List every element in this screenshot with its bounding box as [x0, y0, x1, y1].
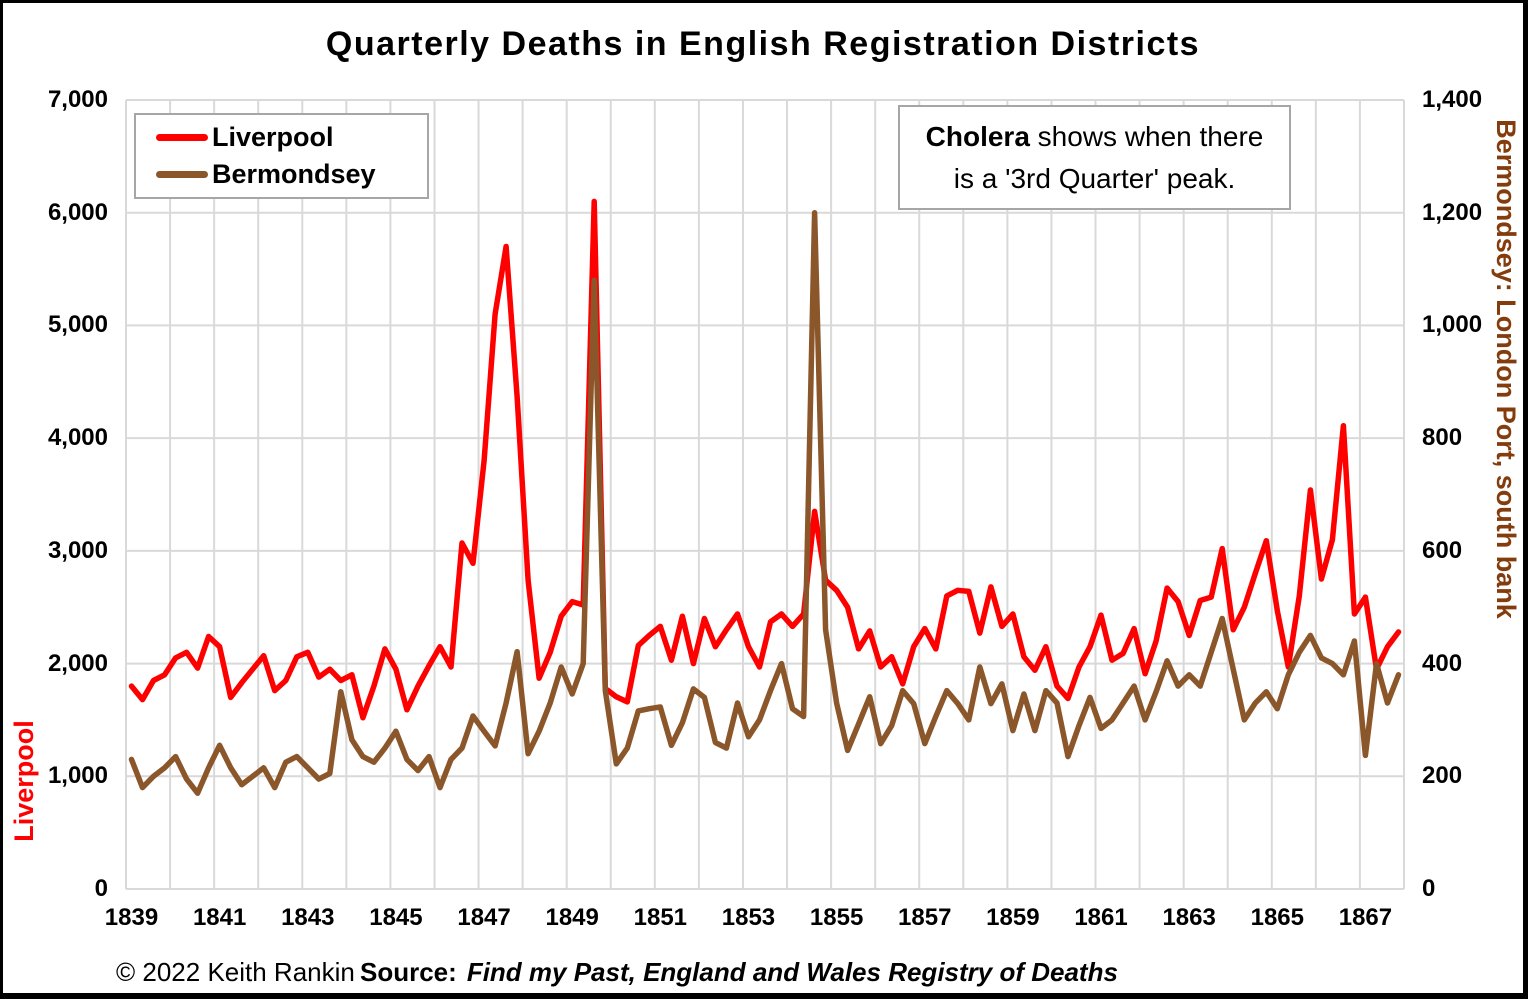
y-axis-left-tick: 6,000 — [47, 198, 108, 226]
legend-label-liverpool: Liverpool — [212, 121, 334, 152]
y-axis-left-tick: 4,000 — [47, 424, 108, 452]
x-axis-tick: 1851 — [633, 904, 688, 931]
annotation-line-1: Cholera shows when there — [925, 120, 1264, 152]
x-axis-tick: 1855 — [809, 904, 864, 931]
footer-copyright: © 2022 Keith Rankin — [116, 957, 355, 987]
annotation-box: Cholera shows when there is a '3rd Quart… — [898, 105, 1291, 210]
right-axis-title: Bermondsey: London Port, south bank — [1491, 119, 1521, 619]
x-axis-tick: 1839 — [104, 904, 159, 931]
y-axis-left-tick: 7,000 — [47, 86, 108, 113]
x-axis-tick: 1849 — [545, 904, 599, 931]
y-axis-right-tick: 600 — [1422, 536, 1463, 564]
source-label: Source: — [360, 957, 457, 987]
x-axis-tick: 1843 — [281, 904, 335, 931]
x-axis-tick: 1857 — [898, 904, 952, 931]
legend-item-liverpool: Liverpool — [136, 122, 427, 153]
left-axis-title: Liverpool — [9, 720, 39, 842]
y-axis-right-tick: 200 — [1422, 762, 1463, 790]
annotation-line-2: is a '3rd Quarter' peak. — [953, 162, 1236, 194]
y-axis-right-tick: 800 — [1422, 424, 1463, 452]
legend-item-bermondsey: Bermondsey — [136, 159, 427, 190]
legend-label-bermondsey: Bermondsey — [212, 159, 376, 190]
x-axis-tick: 1865 — [1250, 904, 1304, 931]
y-axis-left-tick: 3,000 — [47, 536, 108, 564]
series-line-bermondsey — [128, 209, 1402, 796]
x-axis-tick: 1861 — [1074, 904, 1128, 931]
x-axis-tick: 1847 — [457, 904, 511, 931]
y-axis-left-tick: 2,000 — [47, 649, 108, 677]
y-axis-right-tick: 1,400 — [1422, 86, 1483, 113]
y-axis-left-tick: 1,000 — [47, 762, 108, 790]
source-text: Find my Past, England and Wales Registry… — [466, 957, 1118, 987]
series-line-liverpool — [128, 198, 1402, 721]
x-axis-tick: 1841 — [192, 904, 247, 931]
page-title: Quarterly Deaths in English Registration… — [325, 25, 1201, 63]
x-axis-tick: 1859 — [986, 904, 1040, 931]
y-axis-right-tick: 1,000 — [1422, 311, 1483, 339]
y-axis-right-tick: 400 — [1422, 649, 1463, 677]
y-axis-left-tick: 0 — [94, 875, 108, 902]
legend: Liverpool Bermondsey — [134, 113, 429, 199]
y-axis-left-tick: 5,000 — [47, 311, 108, 339]
x-axis-tick: 1845 — [369, 904, 423, 931]
x-axis-tick: 1853 — [721, 904, 776, 931]
legend-swatch-liverpool — [156, 133, 208, 141]
footer-source: Source: Find my Past, England and Wales R… — [360, 957, 1118, 988]
x-axis-tick: 1867 — [1338, 904, 1393, 931]
y-axis-right-tick: 1,200 — [1422, 198, 1483, 226]
x-axis-tick: 1863 — [1162, 904, 1216, 931]
chart-canvas — [125, 99, 1405, 890]
y-axis-right-tick: 0 — [1422, 875, 1436, 902]
legend-swatch-bermondsey — [156, 171, 208, 179]
